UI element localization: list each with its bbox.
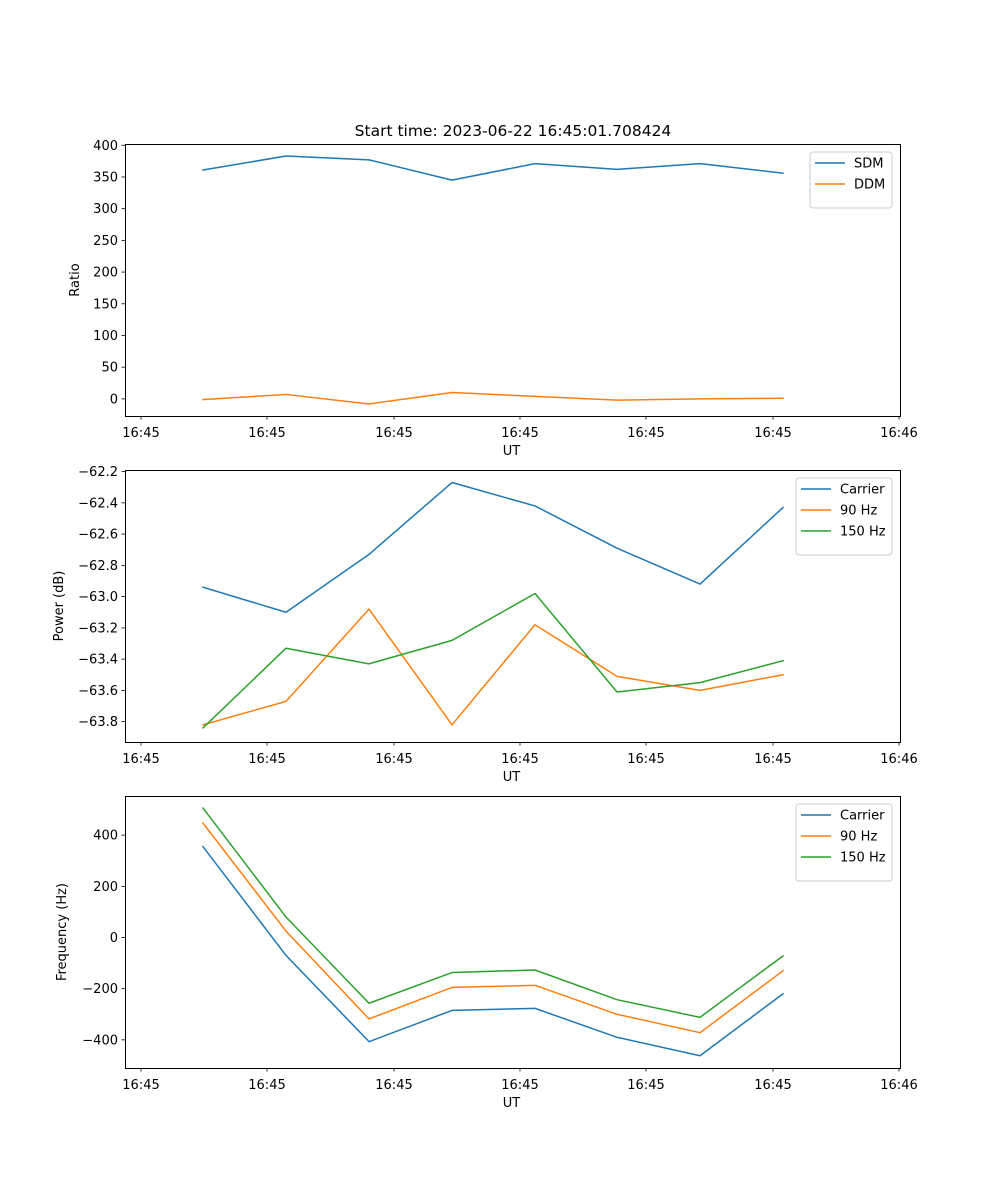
x-tick-label: 16:45 bbox=[375, 1078, 412, 1093]
x-tick-label: 16:46 bbox=[880, 1078, 917, 1093]
y-tick-label: −62.8 bbox=[78, 559, 118, 574]
x-tick-label: 16:45 bbox=[248, 752, 285, 767]
legend-label: 150 Hz bbox=[840, 851, 886, 866]
legend-label: Carrier bbox=[840, 483, 885, 498]
series-line-150-hz bbox=[201, 806, 785, 1019]
x-tick-label: 16:45 bbox=[375, 426, 412, 441]
x-tick-label: 16:46 bbox=[880, 426, 917, 441]
series-line-90-hz bbox=[202, 608, 784, 726]
x-tick-label: 16:45 bbox=[627, 1078, 664, 1093]
series-group bbox=[201, 481, 785, 729]
x-axis-label: UT bbox=[503, 1096, 521, 1111]
subplots: 0 50 100 150 200 250 300 350 400 16:45 16:45 16:45 1… bbox=[52, 139, 918, 1111]
series-line-carrier bbox=[202, 481, 785, 613]
x-tick-label: 16:45 bbox=[501, 752, 538, 767]
legend-box bbox=[795, 803, 893, 882]
axes-frame bbox=[125, 144, 901, 417]
legend-label: Carrier bbox=[840, 809, 885, 824]
subplot-2: −63.8 −63.6 −63.4 −63.2 −63.0 −62.8 −62.6 −62.4… bbox=[52, 465, 918, 785]
legend-box bbox=[795, 477, 893, 556]
x-tick-label: 16:45 bbox=[627, 426, 664, 441]
y-tick-label: 200 bbox=[93, 266, 118, 281]
y-tick-label: 0 bbox=[110, 931, 118, 946]
y-tick-label: −63.6 bbox=[78, 684, 118, 699]
legend: SDM DDM bbox=[809, 151, 893, 209]
subplot-1: 0 50 100 150 200 250 300 350 400 16:45 16:45 16:45 1… bbox=[68, 139, 918, 459]
legend-label: DDM bbox=[854, 178, 885, 193]
y-tick-label: 400 bbox=[93, 139, 118, 154]
x-tick-label: 16:45 bbox=[122, 752, 159, 767]
legend-label: 90 Hz bbox=[840, 830, 877, 845]
x-tick-label: 16:45 bbox=[248, 1078, 285, 1093]
y-tick-label: −62.6 bbox=[78, 528, 118, 543]
y-tick-label: −62.4 bbox=[78, 496, 118, 511]
axes-frame bbox=[125, 470, 901, 743]
y-tick-label: −62.2 bbox=[78, 465, 118, 480]
x-tick-label: 16:45 bbox=[248, 426, 285, 441]
x-tick-label: 16:45 bbox=[501, 426, 538, 441]
series-group bbox=[201, 806, 785, 1057]
y-tick-label: 300 bbox=[93, 202, 118, 217]
y-tick-label: 400 bbox=[93, 829, 118, 844]
series-line-90-hz bbox=[201, 822, 785, 1034]
series-line-ddm bbox=[202, 391, 784, 405]
y-tick-label: 50 bbox=[101, 361, 118, 376]
y-tick-label: 200 bbox=[93, 880, 118, 895]
x-tick-label: 16:45 bbox=[754, 1078, 791, 1093]
legend-label: SDM bbox=[854, 157, 883, 172]
y-tick-label: −63.2 bbox=[78, 621, 118, 636]
series-line-carrier bbox=[201, 845, 785, 1057]
y-axis-label: Power (dB) bbox=[52, 571, 67, 642]
y-tick-label: −63.4 bbox=[78, 653, 118, 668]
x-tick-label: 16:45 bbox=[627, 752, 664, 767]
axes-frame bbox=[125, 796, 901, 1069]
y-tick-label: −200 bbox=[82, 982, 118, 997]
y-tick-label: 250 bbox=[93, 234, 118, 249]
x-tick-label: 16:45 bbox=[501, 1078, 538, 1093]
x-tick-label: 16:45 bbox=[122, 1078, 159, 1093]
series-line-sdm bbox=[202, 155, 784, 181]
figure-title: Start time: 2023-06-22 16:45:01.708424 bbox=[355, 122, 672, 140]
series-group bbox=[202, 155, 784, 405]
legend: Carrier 90 Hz 150 Hz bbox=[795, 477, 893, 556]
subplot-3: −400 −200 0 200 400 16:45 16:45 16:45 16:45 16:45… bbox=[55, 796, 918, 1111]
x-axis-label: UT bbox=[503, 770, 521, 785]
x-tick-label: 16:45 bbox=[754, 426, 791, 441]
y-axis-label: Frequency (Hz) bbox=[55, 883, 70, 981]
x-tick-label: 16:46 bbox=[880, 752, 917, 767]
legend-label: 150 Hz bbox=[840, 525, 886, 540]
legend: Carrier 90 Hz 150 Hz bbox=[795, 803, 893, 882]
x-tick-label: 16:45 bbox=[122, 426, 159, 441]
x-axis-label: UT bbox=[503, 444, 521, 459]
y-tick-label: −63.0 bbox=[78, 590, 118, 605]
x-tick-label: 16:45 bbox=[754, 752, 791, 767]
y-axis-label: Ratio bbox=[68, 263, 83, 296]
y-tick-label: −400 bbox=[82, 1033, 118, 1048]
series-line-150-hz bbox=[201, 592, 784, 729]
y-tick-label: 0 bbox=[110, 392, 118, 407]
x-tick-label: 16:45 bbox=[375, 752, 412, 767]
legend-box bbox=[809, 151, 893, 209]
y-tick-label: 100 bbox=[93, 329, 118, 344]
y-tick-label: −63.8 bbox=[78, 715, 118, 730]
legend-label: 90 Hz bbox=[840, 504, 877, 519]
y-tick-label: 150 bbox=[93, 297, 118, 312]
y-tick-label: 350 bbox=[93, 170, 118, 185]
